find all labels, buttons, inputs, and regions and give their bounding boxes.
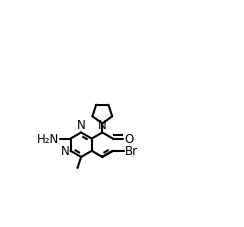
Text: H₂N: H₂N [37, 133, 59, 146]
Text: Br: Br [125, 145, 138, 158]
Text: O: O [124, 133, 134, 146]
Text: N: N [98, 119, 107, 132]
Text: N: N [61, 145, 69, 158]
Text: N: N [77, 119, 85, 132]
